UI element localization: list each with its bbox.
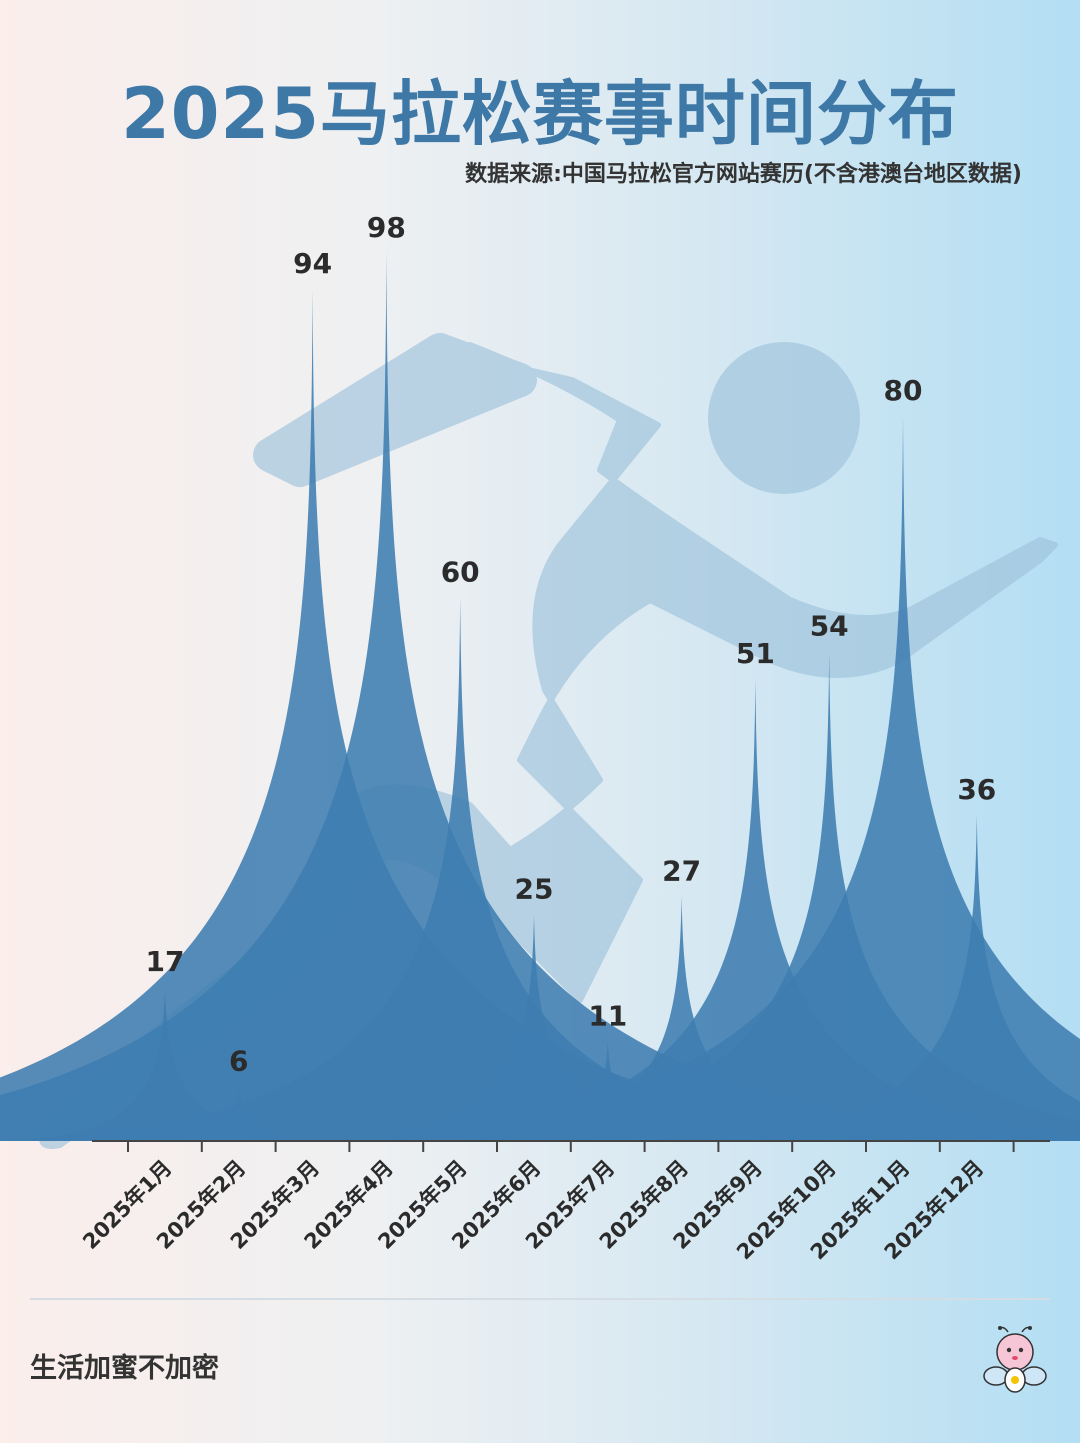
spike-5 — [0, 597, 971, 1141]
data-labels: 17 6 94 98 60 25 11 27 51 54 80 36 — [146, 211, 997, 1078]
footer-brand: 生活加蜜不加密 — [30, 1353, 219, 1384]
x-axis — [92, 1140, 1050, 1152]
data-label-11: 80 — [884, 374, 923, 407]
data-label-7: 11 — [588, 999, 627, 1032]
data-label-9: 51 — [736, 637, 775, 670]
tick-labels: 2025年1月2025年2月2025年3月2025年4月2025年5月2025年… — [78, 1156, 988, 1265]
spike-11 — [238, 416, 1080, 1141]
data-label-4: 98 — [367, 211, 406, 244]
data-label-8: 27 — [662, 854, 701, 887]
data-label-2: 6 — [229, 1045, 248, 1078]
spike-6 — [293, 914, 775, 1141]
spike-12 — [651, 814, 1080, 1141]
data-label-6: 25 — [515, 872, 554, 905]
footer-divider — [30, 1298, 1050, 1300]
spike-series — [0, 253, 1080, 1141]
data-label-10: 54 — [810, 610, 849, 643]
spike-8 — [425, 896, 938, 1141]
data-label-1: 17 — [146, 945, 185, 978]
bee-mascot-icon — [983, 1326, 1047, 1393]
data-label-3: 94 — [293, 247, 332, 280]
data-source: 数据来源:中国马拉松官方网站赛历(不含港澳台地区数据) — [465, 162, 1022, 187]
spike-9 — [314, 678, 1080, 1141]
data-label-12: 36 — [957, 773, 996, 806]
spike-7 — [475, 1041, 741, 1141]
page-title: 2025马拉松赛事时间分布 — [121, 73, 959, 155]
data-label-5: 60 — [441, 555, 480, 588]
